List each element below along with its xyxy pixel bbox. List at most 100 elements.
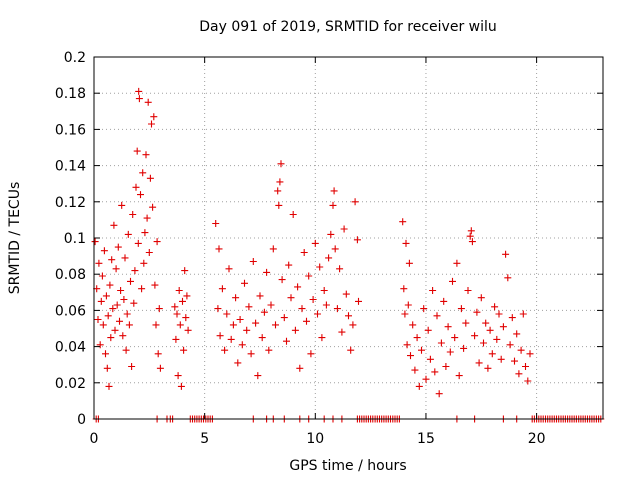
data-point [245,303,253,311]
data-point [95,259,103,267]
data-point [125,321,133,329]
data-point [316,263,324,271]
data-point [221,346,229,354]
data-point [291,326,299,334]
data-point [155,305,163,313]
data-point [466,232,474,240]
data-point [97,297,105,305]
data-point [134,239,142,247]
data-point [99,321,107,329]
data-point [449,277,456,285]
data-point [401,310,409,318]
data-point [283,337,290,345]
data-point [216,332,224,340]
data-point [524,377,532,385]
data-point [468,238,476,246]
data-point [106,281,114,289]
data-point [462,319,470,327]
data-point [175,287,183,294]
data-point [153,238,161,246]
data-point [318,334,326,342]
data-point [177,382,185,390]
y-tick-label: 0.12 [55,195,86,211]
x-tick-label: 10 [306,431,324,447]
data-point [212,220,220,227]
data-point [182,314,190,322]
data-point [342,290,350,298]
data-point [98,272,106,280]
data-point [172,335,180,343]
data-point [309,296,317,303]
data-point [171,303,179,311]
data-point [122,346,130,354]
data-point [117,287,125,294]
data-point [345,312,352,320]
data-point [124,230,132,238]
data-point [133,147,141,155]
data-point [265,346,273,354]
data-point [223,310,231,318]
data-point [484,364,492,372]
y-tick-label: 0.18 [55,86,86,102]
data-point [180,346,188,354]
data-point [111,326,119,334]
data-point [135,95,143,103]
x-tick-label: 0 [90,431,99,447]
data-point [446,348,454,356]
data-point [298,305,306,313]
data-point [183,292,191,300]
data-point [141,229,149,237]
y-tick-label: 0.2 [64,50,86,66]
data-point [129,211,137,218]
data-point [143,214,151,222]
data-point [128,363,136,370]
x-tick-label: 20 [528,431,546,447]
data-point [144,98,152,106]
data-point [116,317,123,325]
chart-title: Day 091 of 2019, SRMTID for receiver wil… [199,19,497,35]
data-point [329,201,337,209]
data-point [320,287,328,294]
data-point [473,308,481,316]
data-point [440,297,448,305]
data-point [285,261,293,269]
data-point [181,267,189,275]
data-point [422,375,430,383]
data-point [256,292,264,300]
data-point [322,301,330,309]
y-tick-label: 0.16 [55,122,86,138]
data-point [276,178,284,186]
data-point [495,310,503,318]
data-point [269,245,277,253]
x-tick-label: 5 [200,431,209,447]
data-point [404,301,412,309]
data-point [114,243,122,251]
data-point [522,363,529,370]
data-point [215,245,223,253]
data-point [225,265,233,273]
y-axis-label: SRMTID / TECUs [7,182,23,295]
data-point [112,265,120,273]
data-point [409,321,417,329]
data-point [174,372,182,380]
axis-ticks: 0 0.02 0.04 0.06 0.08 0.1 0.12 0.14 0.16 0.18 0.2 0… [55,50,603,447]
data-point [424,326,432,334]
data-point [238,341,246,349]
y-tick-label: 0.04 [55,340,86,356]
data-point [420,305,428,313]
data-point [137,191,144,199]
data-point [146,174,154,182]
data-point [442,363,450,370]
data-point [263,268,271,276]
data-point [179,297,186,305]
data-point [154,350,162,358]
data-point [451,334,459,342]
data-point [336,265,344,273]
data-point [107,334,115,342]
data-point [480,339,487,347]
data-point [260,308,268,316]
data-point [94,316,102,323]
data-point [252,319,260,327]
data-point [275,201,283,209]
